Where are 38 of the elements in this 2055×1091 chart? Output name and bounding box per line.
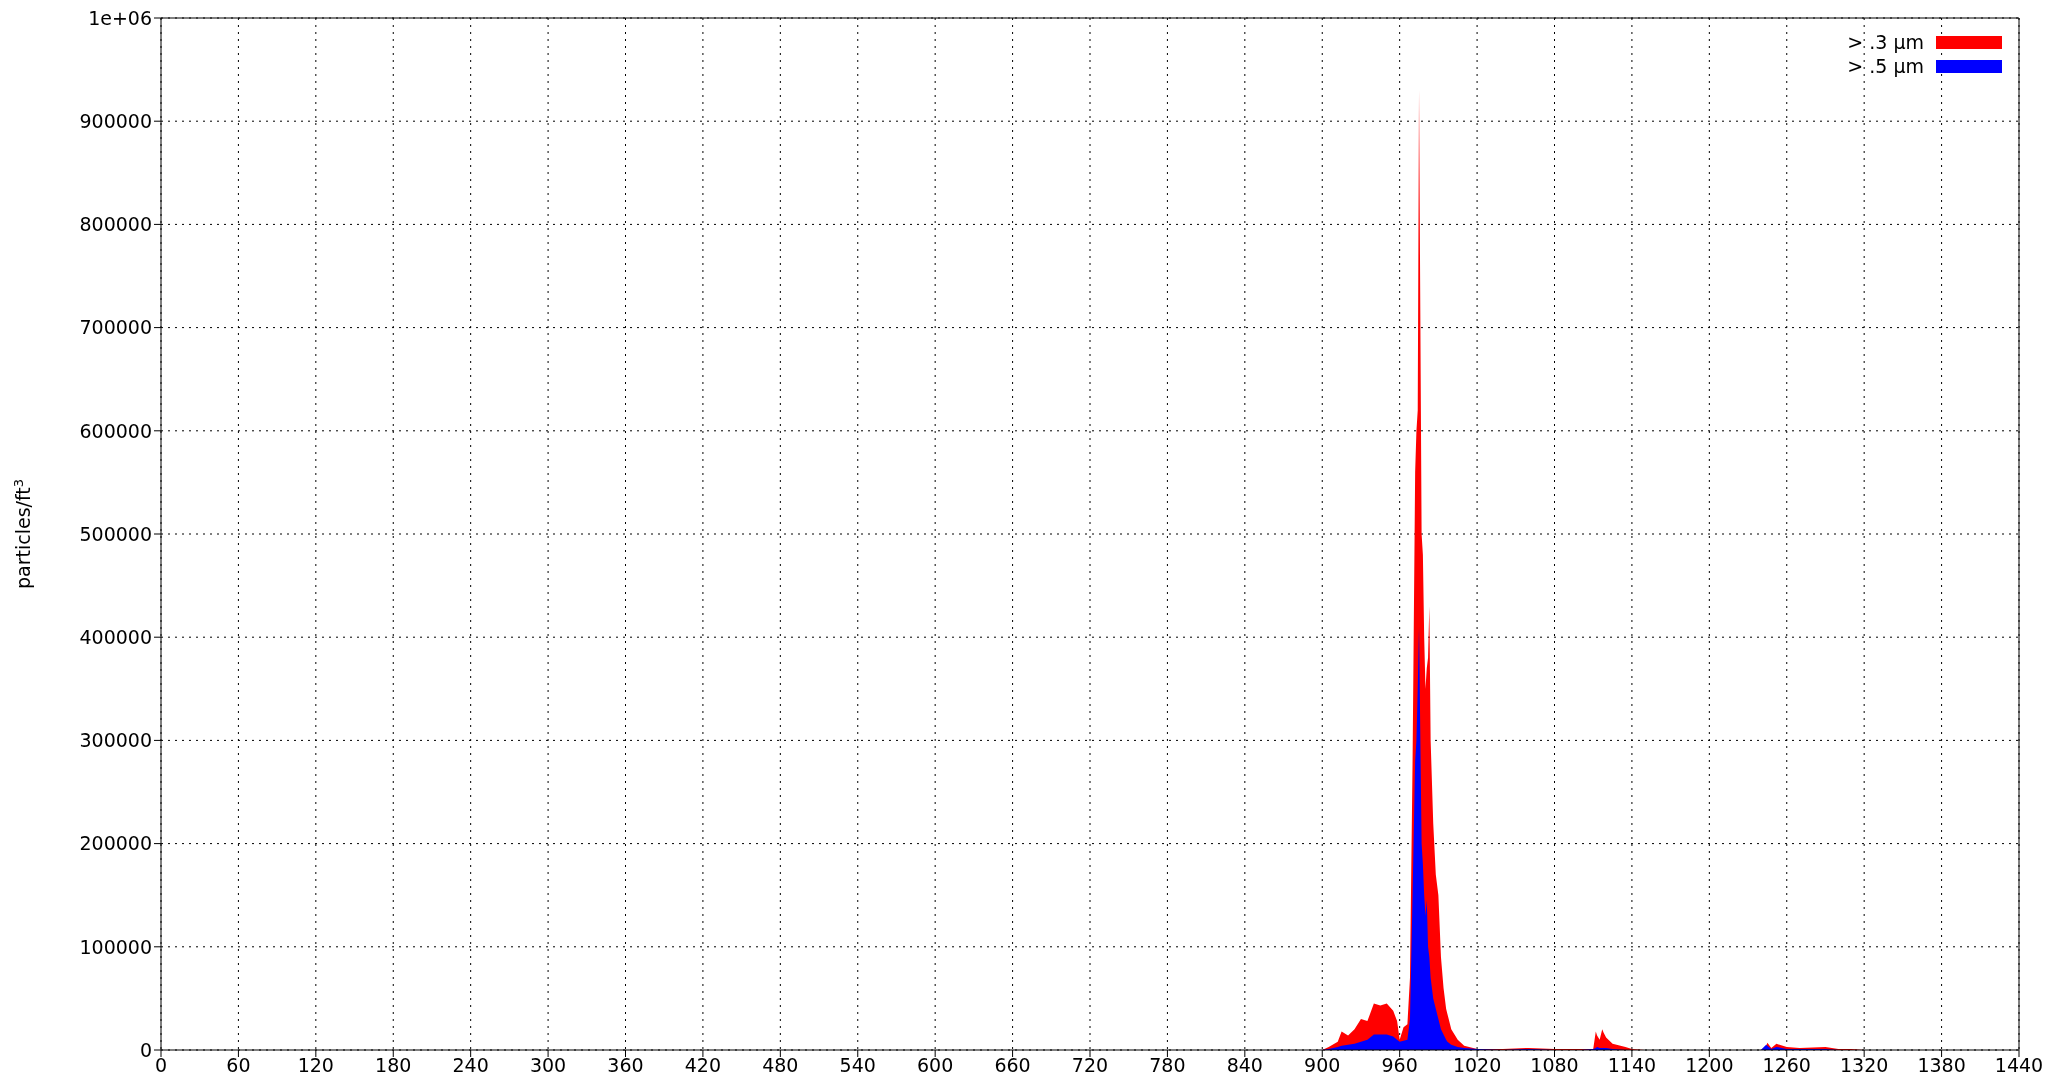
y-tick-label: 700000 (79, 316, 152, 339)
y-tick-label: 100000 (79, 935, 152, 958)
y-tick-label: 300000 (79, 729, 152, 752)
y-tick-label: 200000 (79, 832, 152, 855)
y-tick-label: 600000 (79, 419, 152, 442)
x-tick-label: 60 (226, 1054, 251, 1077)
x-tick-label: 420 (684, 1054, 722, 1077)
x-tick-label: 720 (1071, 1054, 1109, 1077)
y-tick-label: 900000 (79, 109, 152, 132)
y-tick-label: 800000 (79, 213, 152, 236)
x-tick-label: 960 (1381, 1054, 1418, 1077)
x-tick-label: 1260 (1762, 1054, 1811, 1077)
legend-label: > .3 µm (1847, 31, 1924, 53)
x-tick-label: 480 (762, 1054, 799, 1077)
x-tick-label: 300 (529, 1054, 567, 1077)
x-tick-label: 1320 (1839, 1054, 1889, 1077)
x-tick-label: 900 (1304, 1054, 1341, 1077)
y-tick-label: 1e+06 (88, 6, 152, 29)
x-tick-label: 120 (297, 1054, 334, 1077)
x-tick-label: 360 (607, 1054, 644, 1077)
x-tick-label: 1440 (1994, 1054, 2044, 1077)
y-tick-label: 500000 (79, 522, 152, 545)
x-tick-label: 1200 (1685, 1054, 1734, 1077)
y-tick-label: 0 (139, 1038, 152, 1061)
x-tick-label: 1140 (1607, 1054, 1657, 1077)
x-tick-label: 1380 (1917, 1054, 1966, 1077)
x-tick-label: 240 (452, 1054, 489, 1077)
x-tick-label: 540 (839, 1054, 876, 1077)
x-tick-label: 780 (1149, 1054, 1186, 1077)
x-tick-label: 600 (917, 1054, 954, 1077)
x-tick-label: 660 (994, 1054, 1031, 1077)
legend-label: > .5 µm (1847, 55, 1924, 77)
x-tick-label: 1020 (1452, 1054, 1502, 1077)
x-tick-label: 0 (154, 1054, 168, 1077)
x-tick-label: 840 (1226, 1054, 1263, 1077)
x-tick-label: 180 (375, 1054, 412, 1077)
x-tick-label: 1080 (1530, 1054, 1579, 1077)
y-tick-label: 400000 (79, 625, 152, 648)
